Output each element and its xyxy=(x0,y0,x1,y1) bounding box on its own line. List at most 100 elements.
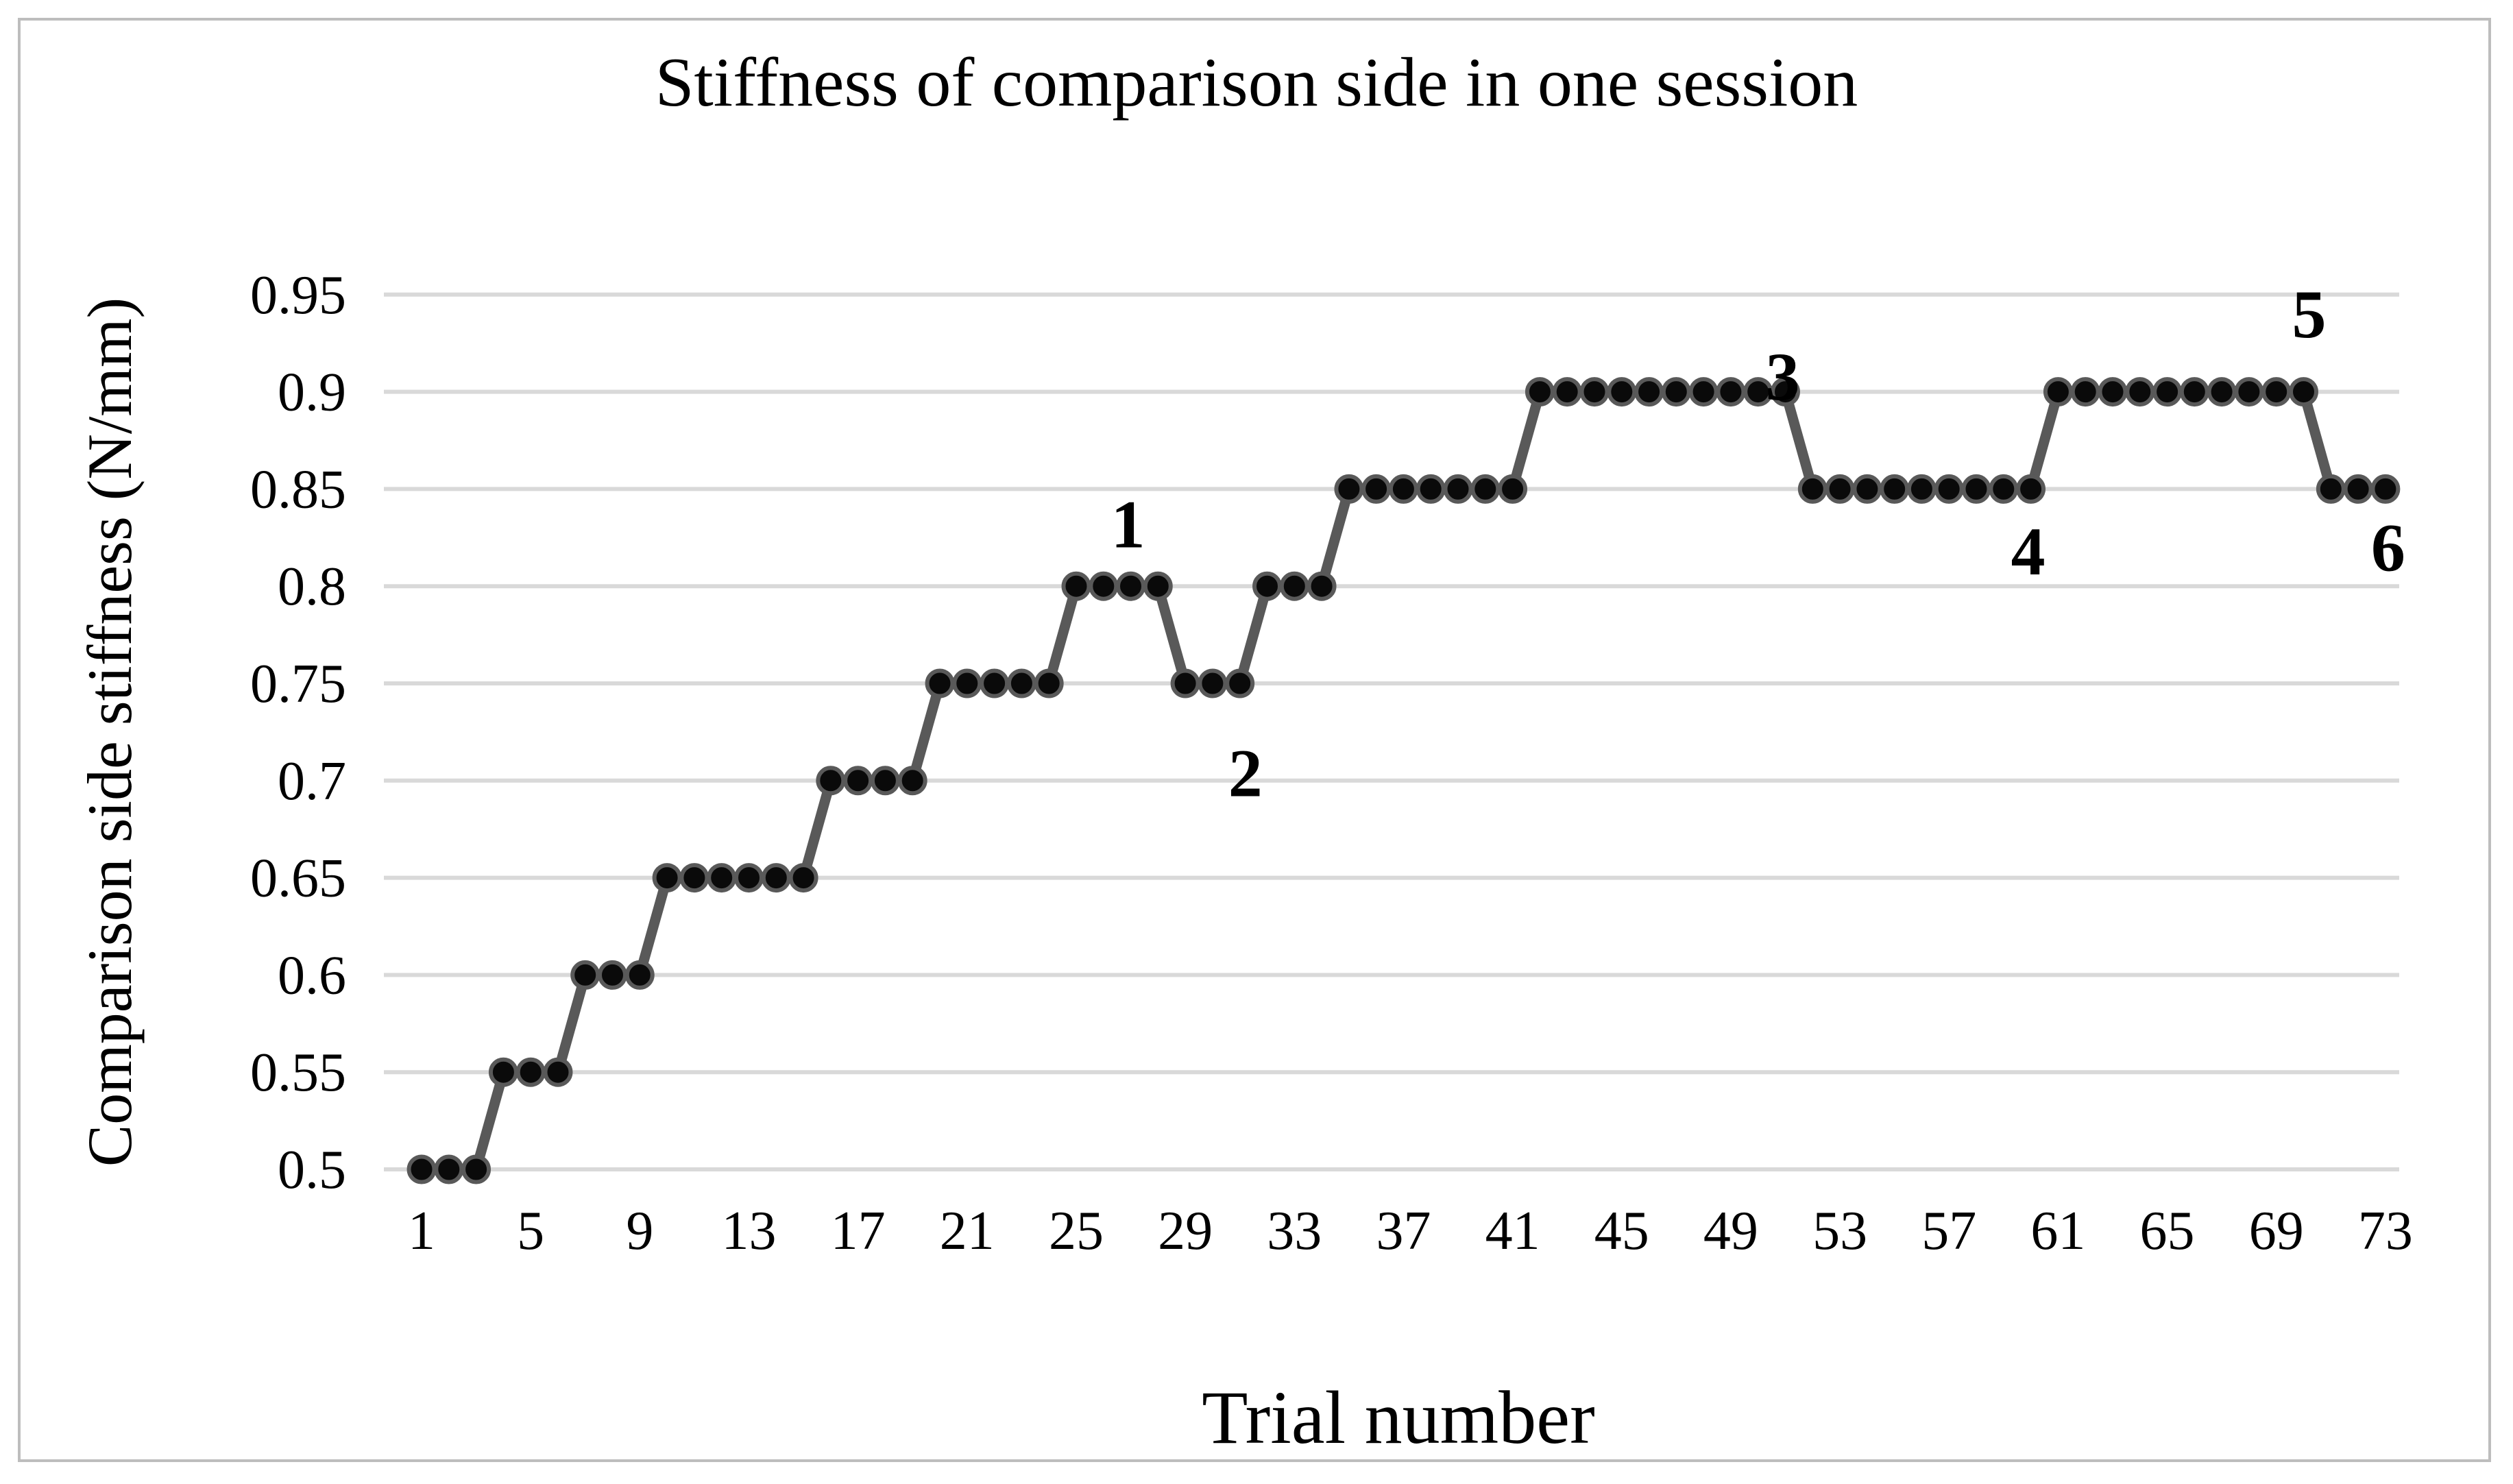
annotation-label: 1 xyxy=(1111,486,1145,562)
data-point-marker xyxy=(1416,474,1446,504)
data-point-marker xyxy=(1443,474,1473,504)
data-point-marker xyxy=(816,766,846,796)
data-point-marker xyxy=(2261,377,2292,407)
data-point-marker xyxy=(1797,474,1828,504)
data-point-marker xyxy=(461,1154,491,1184)
x-tick-label: 21 xyxy=(940,1201,995,1261)
y-tick-label: 0.8 xyxy=(278,557,346,617)
data-point-marker xyxy=(897,766,927,796)
annotation-label: 4 xyxy=(2011,513,2045,589)
data-point-marker xyxy=(788,863,818,893)
data-point-marker xyxy=(980,668,1010,698)
annotation-label: 6 xyxy=(2371,510,2405,586)
data-point-marker xyxy=(1307,571,1337,601)
data-point-marker xyxy=(434,1154,464,1184)
data-point-marker xyxy=(1906,474,1937,504)
data-point-marker xyxy=(1225,668,1255,698)
data-point-marker xyxy=(1034,668,1064,698)
data-point-marker xyxy=(1089,571,1119,601)
data-point-marker xyxy=(1552,377,1582,407)
data-point-marker xyxy=(1470,474,1501,504)
data-point-marker xyxy=(598,960,627,990)
x-tick-label: 13 xyxy=(721,1201,776,1261)
y-tick-label: 0.9 xyxy=(278,363,346,423)
x-tick-label: 57 xyxy=(1921,1201,1976,1261)
data-point-marker xyxy=(2070,377,2100,407)
y-tick-label: 0.55 xyxy=(250,1043,346,1103)
x-tick-label: 41 xyxy=(1485,1201,1540,1261)
annotation-label: 5 xyxy=(2292,276,2327,352)
data-point-marker xyxy=(515,1057,546,1087)
y-tick-label: 0.85 xyxy=(250,459,346,520)
data-point-marker xyxy=(707,863,737,893)
data-point-marker xyxy=(1961,474,1991,504)
x-tick-label: 17 xyxy=(831,1201,886,1261)
y-tick-label: 0.7 xyxy=(278,751,346,812)
x-tick-label: 25 xyxy=(1049,1201,1104,1261)
y-tick-label: 0.75 xyxy=(250,654,346,714)
data-point-marker xyxy=(1989,474,2019,504)
data-point-marker xyxy=(1252,571,1282,601)
data-point-marker xyxy=(1116,571,1145,601)
data-point-marker xyxy=(1361,474,1392,504)
data-point-marker xyxy=(2234,377,2264,407)
x-tick-label: 37 xyxy=(1376,1201,1431,1261)
x-tick-label: 1 xyxy=(408,1201,435,1261)
x-tick-label: 69 xyxy=(2249,1201,2304,1261)
data-point-marker xyxy=(2179,377,2209,407)
data-point-marker xyxy=(1771,377,1800,407)
data-point-marker xyxy=(1334,474,1364,504)
data-point-marker xyxy=(734,863,764,893)
x-tick-label: 61 xyxy=(2030,1201,2085,1261)
data-point-marker xyxy=(679,863,709,893)
data-point-marker xyxy=(870,766,900,796)
data-point-marker xyxy=(2289,377,2318,407)
annotation-label: 2 xyxy=(1228,735,1263,812)
y-tick-label: 0.5 xyxy=(278,1140,346,1200)
data-point-marker xyxy=(1006,668,1036,698)
data-point-marker xyxy=(925,668,955,698)
y-tick-label: 0.95 xyxy=(250,265,346,326)
data-point-marker xyxy=(843,766,873,796)
data-point-marker xyxy=(1688,377,1719,407)
data-point-marker xyxy=(2016,474,2046,504)
data-point-marker xyxy=(1579,377,1610,407)
data-point-marker xyxy=(1825,474,1855,504)
data-point-marker xyxy=(1279,571,1309,601)
x-tick-label: 5 xyxy=(517,1201,544,1261)
data-point-marker xyxy=(2370,474,2401,504)
data-point-marker xyxy=(761,863,791,893)
x-tick-label: 33 xyxy=(1267,1201,1322,1261)
data-point-marker xyxy=(1852,474,1882,504)
y-tick-label: 0.6 xyxy=(278,945,346,1006)
data-point-marker xyxy=(1061,571,1091,601)
data-point-marker xyxy=(570,960,600,990)
data-point-marker xyxy=(1716,377,1746,407)
data-point-marker xyxy=(1525,377,1555,407)
data-point-marker xyxy=(2098,377,2128,407)
x-tick-label: 73 xyxy=(2358,1201,2413,1261)
x-axis-title: Trial number xyxy=(1202,1376,1595,1459)
x-tick-label: 49 xyxy=(1703,1201,1758,1261)
data-point-marker xyxy=(2343,474,2373,504)
data-point-marker xyxy=(2043,377,2073,407)
data-point-marker xyxy=(1143,571,1173,601)
data-point-marker xyxy=(2125,377,2155,407)
data-point-marker xyxy=(406,1154,437,1184)
data-point-marker xyxy=(1198,668,1228,698)
x-tick-label: 45 xyxy=(1594,1201,1649,1261)
chart-title: Stiffness of comparison side in one sess… xyxy=(655,44,1858,121)
data-point-marker xyxy=(2152,377,2183,407)
data-point-marker xyxy=(2316,474,2346,504)
data-point-marker xyxy=(1661,377,1691,407)
data-point-marker xyxy=(1934,474,1964,504)
data-point-marker xyxy=(1634,377,1664,407)
data-point-marker xyxy=(2207,377,2237,407)
x-tick-label: 29 xyxy=(1158,1201,1213,1261)
data-point-marker xyxy=(952,668,982,698)
data-point-marker xyxy=(652,863,682,893)
x-tick-label: 65 xyxy=(2140,1201,2195,1261)
data-point-marker xyxy=(488,1057,518,1087)
